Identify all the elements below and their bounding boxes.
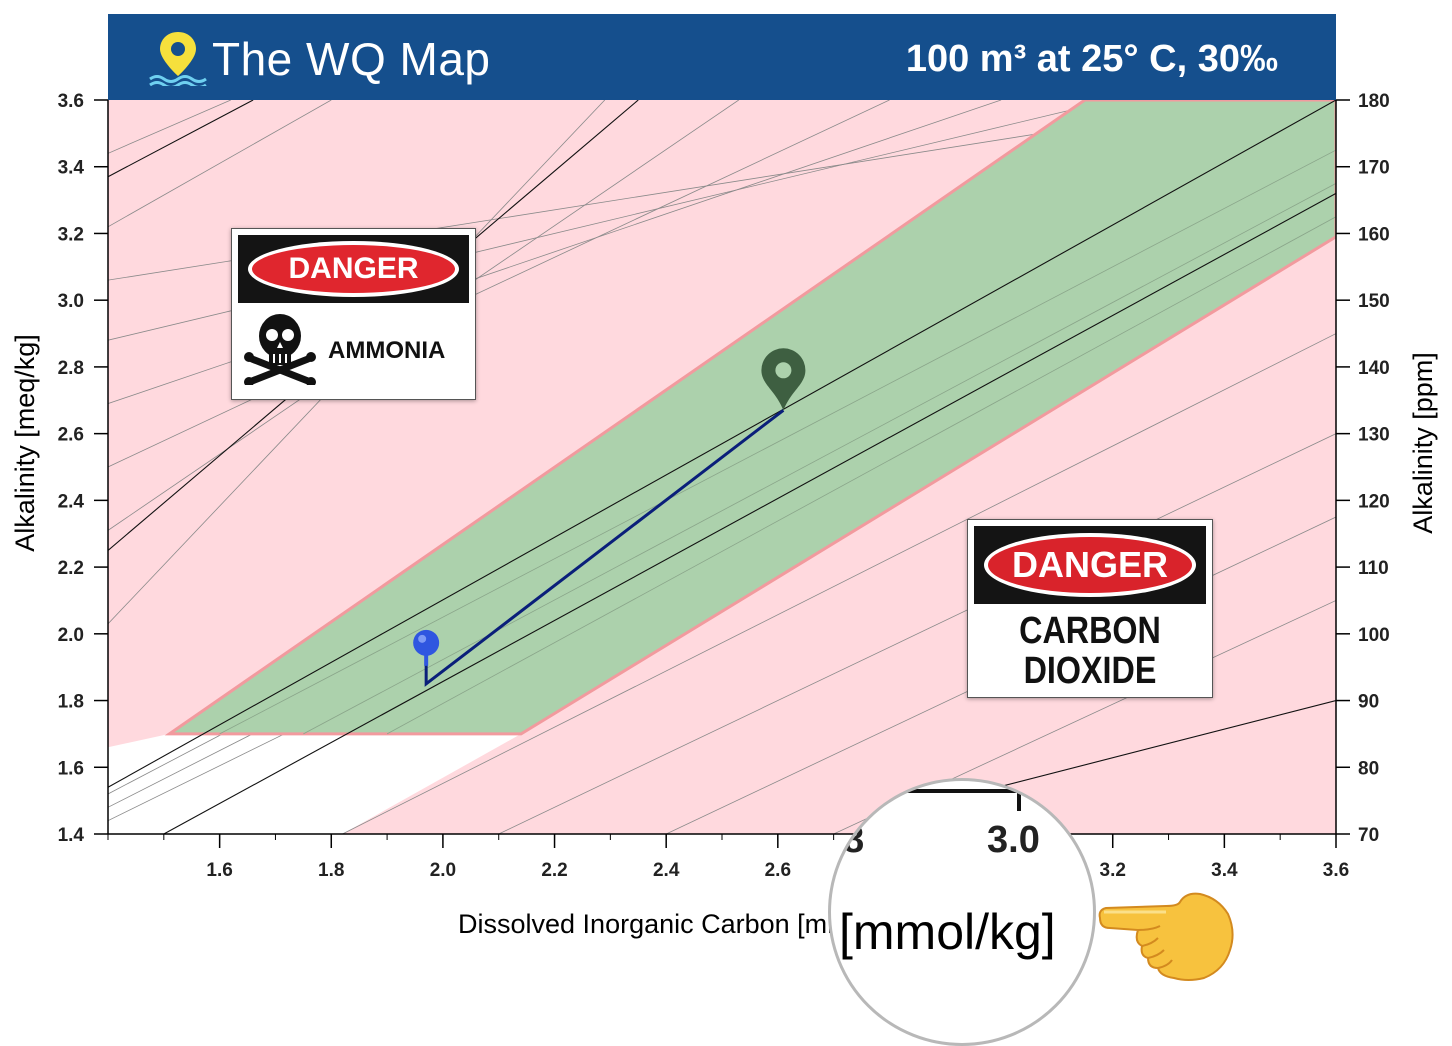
y-axis-left-ticks: 1.4 1.6 1.8 2.0 2.2 2.4 2.6 2.8 3.0 3.2 3.4 3.6 xyxy=(58,91,108,846)
y-right-tick-label-6: 130 xyxy=(1358,425,1390,446)
y-left-tick-label-2: 1.8 xyxy=(58,692,84,713)
x-tick-label-1: 1.8 xyxy=(318,860,344,881)
y-right-tick-label-9: 160 xyxy=(1358,224,1390,245)
y-left-tick-label-5: 2.4 xyxy=(58,491,85,512)
y-left-tick-label-9: 3.2 xyxy=(58,224,84,245)
y-right-tick-label-11: 180 xyxy=(1358,91,1390,112)
y-right-tick-label-0: 70 xyxy=(1358,825,1379,846)
y-right-tick-label-2: 90 xyxy=(1358,692,1379,713)
x-tick-label-3: 2.2 xyxy=(541,860,567,881)
y-right-tick-label-4: 110 xyxy=(1358,558,1389,579)
y-axis-right-title: Alkalinity [ppm] xyxy=(1408,352,1438,534)
y-left-tick-label-1: 1.6 xyxy=(58,758,84,779)
sign-ammonia-label: AMMONIA xyxy=(328,337,445,365)
target-pin-hole xyxy=(775,362,791,378)
magnified-tick xyxy=(1017,789,1021,811)
y-right-tick-label-8: 150 xyxy=(1358,291,1390,312)
x-tick-label-10: 3.6 xyxy=(1323,860,1349,881)
y-right-tick-label-10: 170 xyxy=(1358,158,1390,179)
x-tick-label-4: 2.4 xyxy=(653,860,680,881)
app-header: The WQ Map 100 m³ at 25° C, 30‰ xyxy=(108,14,1336,100)
y-left-tick-label-0: 1.4 xyxy=(58,825,85,846)
start-pin-head xyxy=(413,630,439,656)
y-left-tick-label-4: 2.2 xyxy=(58,558,84,579)
x-tick-label-5: 2.6 xyxy=(765,860,791,881)
sign-danger-oval: DANGER xyxy=(984,533,1196,597)
x-axis-ticks: 1.61.82.02.22.42.62.83.03.23.43.6 xyxy=(108,834,1349,881)
y-right-tick-label-3: 100 xyxy=(1358,625,1390,646)
pointing-hand-icon xyxy=(1096,884,1236,984)
x-tick-label-0: 1.6 xyxy=(206,860,232,881)
y-right-tick-label-5: 120 xyxy=(1358,491,1390,512)
app-title: The WQ Map xyxy=(212,32,491,86)
sign-header-band: DANGER xyxy=(974,526,1206,604)
conditions-label[interactable]: 100 m³ at 25° C, 30‰ xyxy=(906,38,1278,81)
sign-dioxide-label: DIOXIDE xyxy=(986,650,1193,693)
magnified-tick-label: 3.0 xyxy=(987,819,1040,862)
y-left-tick-label-8: 3.0 xyxy=(58,291,84,312)
magnified-unit-label: [mmol/kg] xyxy=(839,903,1056,961)
sign-danger-label: DANGER xyxy=(988,537,1192,593)
start-pin-highlight xyxy=(418,635,426,643)
sign-carbon-label: CARBON xyxy=(986,610,1193,653)
y-left-tick-label-6: 2.6 xyxy=(58,425,84,446)
y-right-tick-label-1: 80 xyxy=(1358,758,1379,779)
sign-header-band: DANGER xyxy=(238,235,469,303)
magnified-axis-line xyxy=(901,789,1021,793)
y-left-tick-label-3: 2.0 xyxy=(58,625,84,646)
ammonia-danger-sign: DANGER AMMONIA xyxy=(231,228,476,400)
y-left-tick-label-7: 2.8 xyxy=(58,358,84,379)
co2-danger-sign: DANGER CARBON DIOXIDE xyxy=(967,519,1213,698)
x-tick-label-2: 2.0 xyxy=(430,860,456,881)
chart: 1.6 1.8 2.0 2.2 2.4 2.6 2.8 3.0 3.2 3.4 3.6 1.4 1.6… xyxy=(0,0,1452,994)
y-left-tick-label-11: 3.6 xyxy=(58,91,84,112)
x-tick-label-8: 3.2 xyxy=(1100,860,1126,881)
sign-danger-oval: DANGER xyxy=(248,241,459,297)
map-pin-water-icon xyxy=(148,30,208,86)
skull-crossbones-icon xyxy=(242,309,318,385)
sign-danger-label: DANGER xyxy=(252,245,455,293)
y-left-tick-label-10: 3.4 xyxy=(58,158,85,179)
y-axis-left-title: Alkalinity [meq/kg] xyxy=(10,334,40,552)
x-tick-label-9: 3.4 xyxy=(1211,860,1238,881)
magnified-partial-tick-label: 8 xyxy=(843,819,864,862)
y-right-tick-label-7: 140 xyxy=(1358,358,1390,379)
magnifier-callout: 8 3.0 [mmol/kg] xyxy=(828,778,1096,1046)
y-axis-right-ticks: 70 80 90 100 110 120 130 140 150 160 170 180 xyxy=(1336,91,1390,846)
